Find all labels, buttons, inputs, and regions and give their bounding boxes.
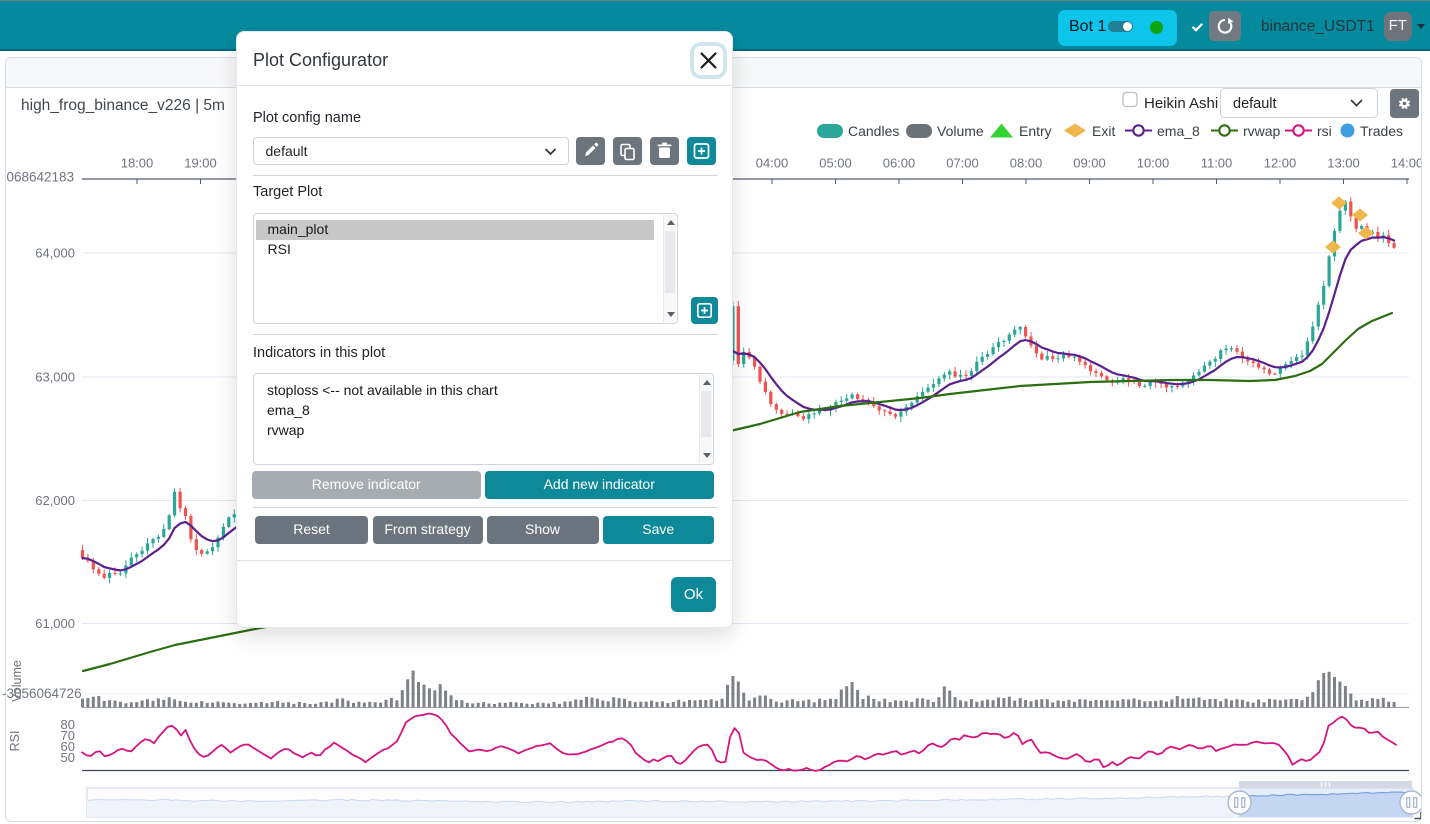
svg-text:rvwap: rvwap (1243, 123, 1281, 139)
svg-text:64,000: 64,000 (35, 246, 75, 261)
svg-text:Entry: Entry (1019, 123, 1052, 139)
svg-text:08:00: 08:00 (1010, 156, 1043, 171)
svg-text:70: 70 (61, 728, 75, 743)
svg-text:Heikin Ashi: Heikin Ashi (1144, 95, 1218, 112)
svg-text:09:00: 09:00 (1073, 156, 1106, 171)
svg-text:Candles: Candles (848, 123, 899, 139)
svg-text:Exit: Exit (1092, 123, 1115, 139)
svg-text:13:00: 13:00 (1327, 156, 1360, 171)
svg-text:Trades: Trades (1360, 123, 1403, 139)
svg-text:068642183: 068642183 (7, 170, 75, 185)
svg-text:18:00: 18:00 (121, 156, 154, 171)
svg-text:61,000: 61,000 (35, 616, 75, 631)
svg-text:RSI: RSI (8, 731, 22, 752)
svg-text:05:00: 05:00 (819, 156, 852, 171)
svg-text:11:00: 11:00 (1201, 156, 1233, 171)
svg-text:10:00: 10:00 (1137, 156, 1170, 171)
svg-text:default: default (1233, 96, 1277, 112)
svg-text:14:00: 14:00 (1391, 156, 1421, 171)
svg-text:06:00: 06:00 (883, 156, 916, 171)
svg-text:high_frog_binance_v226 | 5m: high_frog_binance_v226 | 5m (21, 97, 225, 114)
svg-text:Volume: Volume (937, 123, 984, 139)
svg-text:19:00: 19:00 (184, 156, 217, 171)
svg-text:ema_8: ema_8 (1157, 123, 1200, 139)
svg-text:-3056064726: -3056064726 (2, 686, 82, 701)
svg-text:Volume: Volume (10, 660, 24, 702)
svg-text:63,000: 63,000 (35, 370, 75, 385)
svg-text:50: 50 (61, 750, 75, 765)
svg-text:12:00: 12:00 (1264, 156, 1297, 171)
svg-text:07:00: 07:00 (946, 156, 979, 171)
svg-text:60: 60 (61, 739, 75, 754)
svg-text:04:00: 04:00 (756, 156, 789, 171)
svg-text:rsi: rsi (1317, 123, 1332, 139)
svg-text:80: 80 (61, 717, 75, 732)
svg-text:62,000: 62,000 (35, 493, 75, 508)
